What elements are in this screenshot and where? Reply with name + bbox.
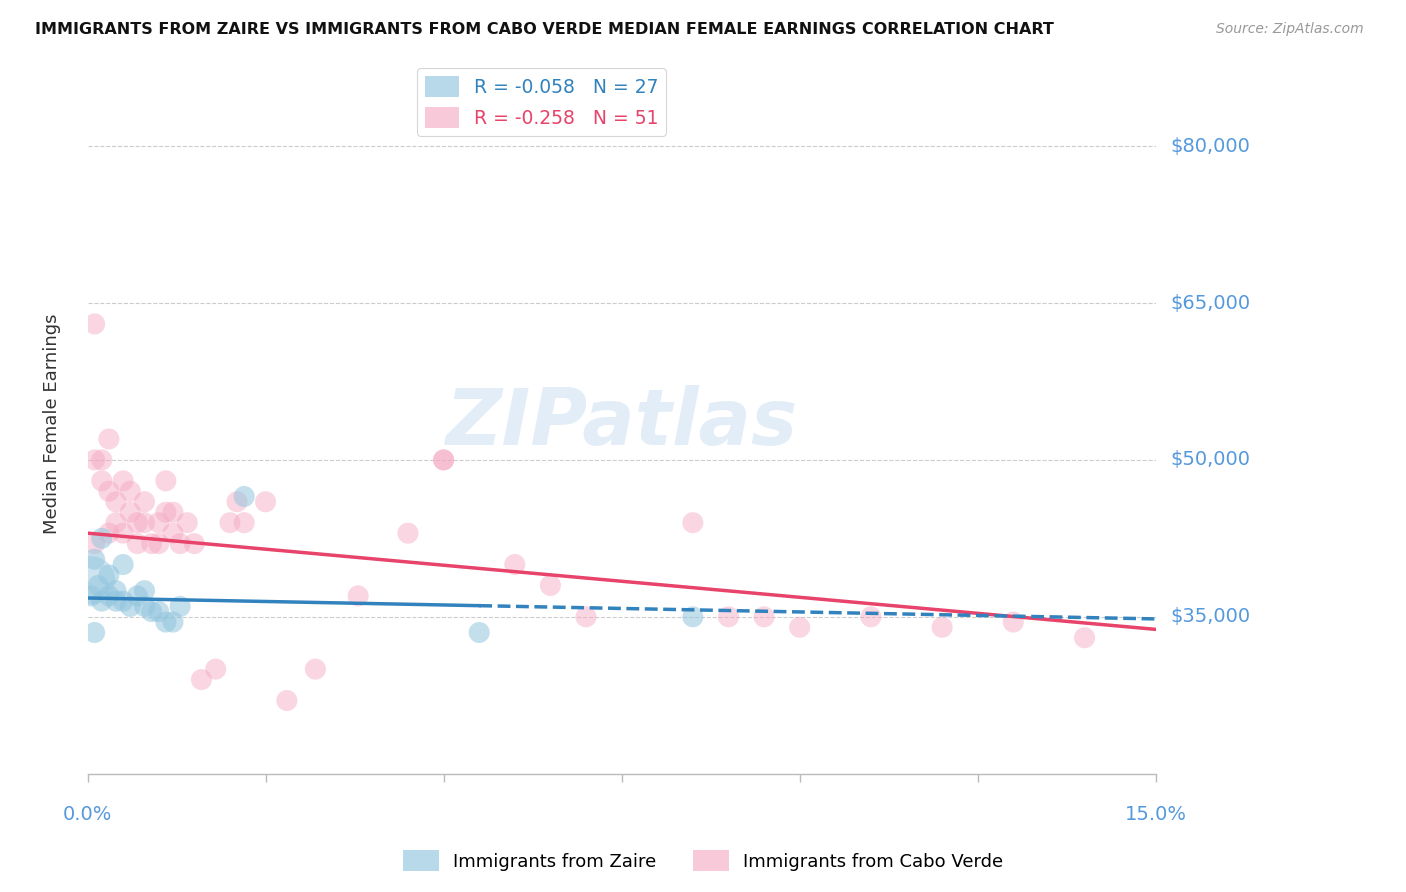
- Point: [120, 599, 142, 614]
- Point: [97, 432, 120, 446]
- Text: $50,000: $50,000: [1170, 450, 1250, 469]
- Point: [682, 610, 704, 624]
- Point: [97, 526, 120, 541]
- Point: [105, 516, 128, 530]
- Point: [120, 484, 142, 499]
- Point: [83, 317, 105, 331]
- Point: [155, 505, 177, 519]
- Point: [90, 453, 112, 467]
- Point: [148, 536, 170, 550]
- Y-axis label: Median Female Earnings: Median Female Earnings: [44, 313, 60, 533]
- Point: [97, 568, 120, 582]
- Point: [931, 620, 953, 634]
- Point: [87, 578, 110, 592]
- Point: [141, 536, 163, 550]
- Point: [304, 662, 326, 676]
- Point: [155, 474, 177, 488]
- Point: [97, 484, 120, 499]
- Point: [148, 605, 170, 619]
- Point: [752, 610, 775, 624]
- Point: [162, 615, 184, 629]
- Point: [112, 526, 135, 541]
- Point: [176, 516, 198, 530]
- Point: [347, 589, 370, 603]
- Point: [90, 474, 112, 488]
- Point: [112, 594, 135, 608]
- Point: [162, 526, 184, 541]
- Point: [134, 599, 156, 614]
- Point: [233, 490, 256, 504]
- Point: [141, 605, 163, 619]
- Point: [169, 536, 191, 550]
- Point: [90, 532, 112, 546]
- Point: [90, 594, 112, 608]
- Text: IMMIGRANTS FROM ZAIRE VS IMMIGRANTS FROM CABO VERDE MEDIAN FEMALE EARNINGS CORRE: IMMIGRANTS FROM ZAIRE VS IMMIGRANTS FROM…: [35, 22, 1054, 37]
- Point: [97, 589, 120, 603]
- Point: [226, 495, 249, 509]
- Point: [682, 516, 704, 530]
- Text: $65,000: $65,000: [1170, 293, 1250, 312]
- Point: [575, 610, 598, 624]
- Text: Source: ZipAtlas.com: Source: ZipAtlas.com: [1216, 22, 1364, 37]
- Point: [83, 453, 105, 467]
- Point: [276, 693, 298, 707]
- Point: [127, 516, 149, 530]
- Text: $80,000: $80,000: [1170, 136, 1250, 155]
- Legend: R = -0.058   N = 27, R = -0.258   N = 51: R = -0.058 N = 27, R = -0.258 N = 51: [418, 69, 665, 136]
- Point: [105, 594, 128, 608]
- Point: [169, 599, 191, 614]
- Point: [190, 673, 212, 687]
- Point: [155, 615, 177, 629]
- Point: [204, 662, 226, 676]
- Point: [83, 552, 105, 566]
- Point: [254, 495, 277, 509]
- Point: [538, 578, 561, 592]
- Text: $35,000: $35,000: [1170, 607, 1250, 626]
- Point: [859, 610, 882, 624]
- Point: [134, 583, 156, 598]
- Legend: Immigrants from Zaire, Immigrants from Cabo Verde: Immigrants from Zaire, Immigrants from C…: [395, 843, 1011, 879]
- Point: [396, 526, 419, 541]
- Point: [80, 589, 103, 603]
- Point: [1002, 615, 1025, 629]
- Point: [1073, 631, 1095, 645]
- Point: [112, 474, 135, 488]
- Point: [127, 589, 149, 603]
- Point: [83, 536, 105, 550]
- Point: [468, 625, 491, 640]
- Point: [134, 516, 156, 530]
- Point: [162, 505, 184, 519]
- Point: [432, 453, 454, 467]
- Point: [432, 453, 454, 467]
- Text: ZIPatlas: ZIPatlas: [446, 385, 797, 461]
- Point: [127, 536, 149, 550]
- Point: [112, 558, 135, 572]
- Point: [83, 625, 105, 640]
- Point: [120, 505, 142, 519]
- Point: [134, 495, 156, 509]
- Point: [105, 583, 128, 598]
- Point: [148, 516, 170, 530]
- Point: [219, 516, 242, 530]
- Text: 15.0%: 15.0%: [1125, 805, 1187, 824]
- Point: [80, 573, 103, 587]
- Point: [183, 536, 205, 550]
- Point: [717, 610, 740, 624]
- Point: [105, 495, 128, 509]
- Point: [789, 620, 811, 634]
- Text: 0.0%: 0.0%: [63, 805, 112, 824]
- Point: [233, 516, 256, 530]
- Point: [503, 558, 526, 572]
